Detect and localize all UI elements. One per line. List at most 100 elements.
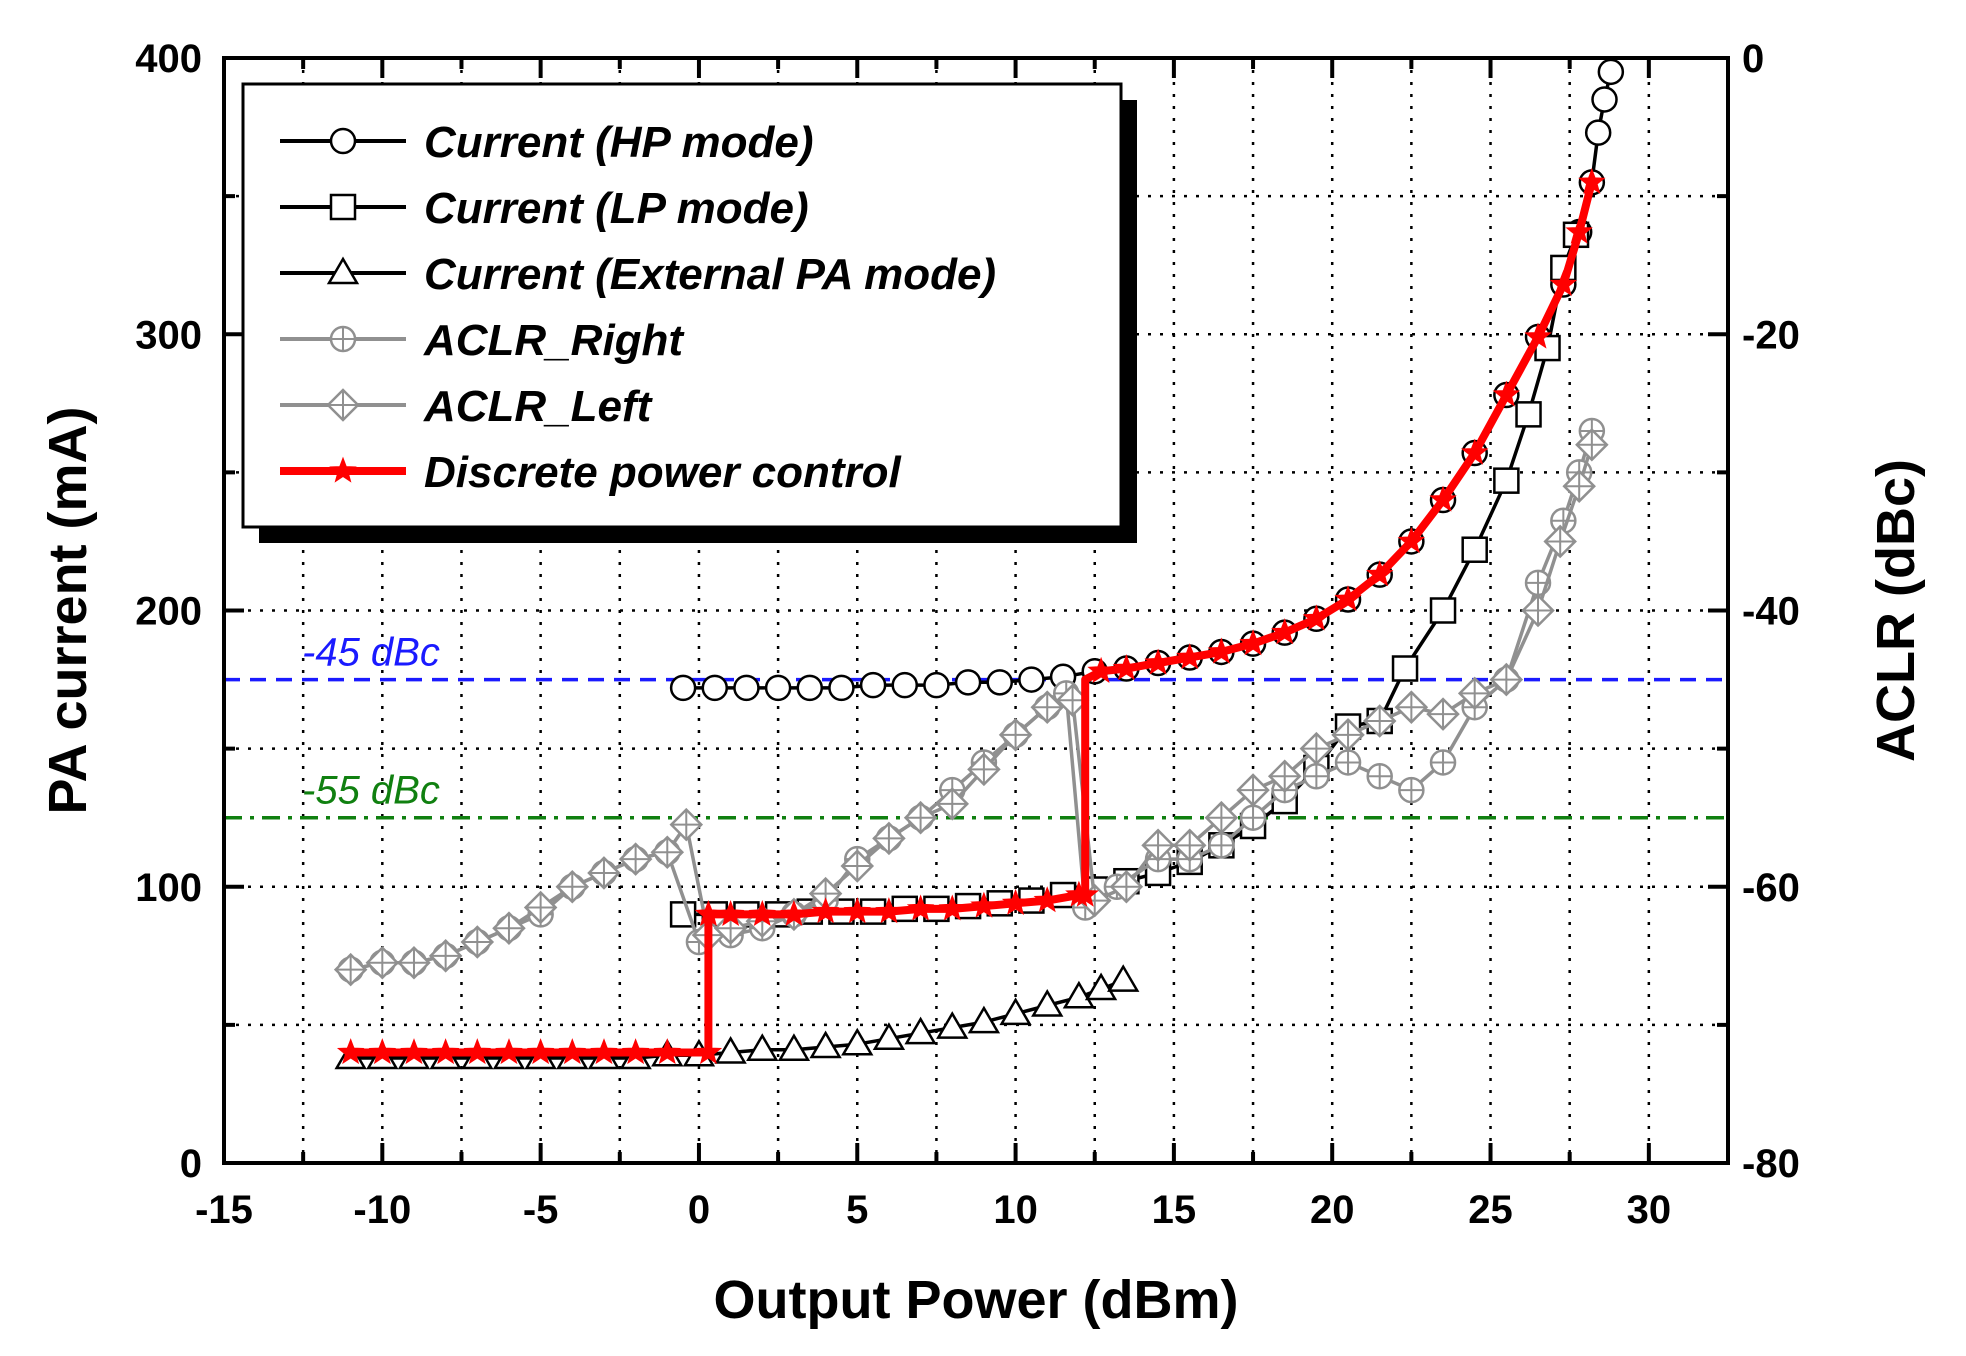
marker-cross <box>1428 699 1459 730</box>
data-point <box>841 1027 874 1056</box>
data-point <box>1565 217 1593 244</box>
legend-item: ACLR_Right <box>280 316 685 365</box>
legend-swatch-marker <box>326 388 360 422</box>
series-aclr-left <box>333 427 1609 987</box>
marker-cross <box>1399 778 1424 803</box>
marker-cross <box>1576 429 1607 460</box>
data-point <box>1362 704 1397 738</box>
marker-cross <box>1491 664 1522 695</box>
data-point <box>746 1033 779 1061</box>
marker-cross <box>1367 764 1392 789</box>
data-point <box>923 671 950 699</box>
right-y-tick-label: -20 <box>1742 313 1800 357</box>
legend-label: Discrete power control <box>424 448 902 497</box>
data-point <box>904 1016 937 1045</box>
data-point <box>891 671 919 699</box>
reference-line-label: -55 dBc <box>302 769 440 813</box>
marker-cross <box>1301 733 1332 764</box>
data-point <box>906 894 935 921</box>
data-point <box>587 856 621 890</box>
data-point <box>1018 666 1045 693</box>
marker-cross <box>1304 764 1329 789</box>
x-tick-label: -5 <box>523 1188 559 1232</box>
data-point <box>1071 880 1099 907</box>
data-point <box>1543 524 1577 559</box>
marker-cross <box>1336 750 1361 775</box>
marker-cross <box>588 857 619 888</box>
data-point <box>1001 888 1030 915</box>
data-point <box>875 897 903 924</box>
series-discrete-power-control <box>336 167 1606 1065</box>
data-point <box>1239 804 1267 831</box>
marker-cross <box>1174 830 1205 861</box>
data-point <box>1302 604 1331 631</box>
x-tick-label: 0 <box>688 1188 710 1232</box>
axes: -15 -10 -5 0 5 10 15 20 25 300100200300400-80-60-… <box>135 37 1800 1232</box>
data-point <box>748 899 776 927</box>
legend: Current (HP mode) Current (LP mode) Curren… <box>241 82 1137 543</box>
data-point <box>1334 749 1362 776</box>
data-point <box>694 1038 723 1065</box>
data-point <box>1492 380 1521 407</box>
legend-item: Current (HP mode) <box>280 118 814 167</box>
data-point <box>986 669 1013 696</box>
data-point <box>935 787 970 821</box>
x-tick-label: 10 <box>993 1188 1038 1232</box>
data-point <box>1493 467 1520 494</box>
data-point <box>463 1038 492 1065</box>
data-point <box>621 1038 650 1065</box>
x-tick-label: -15 <box>195 1188 253 1232</box>
marker-cross <box>1396 692 1427 723</box>
data-point <box>1239 629 1267 656</box>
data-point <box>872 821 906 856</box>
data-point <box>999 997 1032 1026</box>
marker-cross <box>873 823 904 854</box>
data-point <box>716 899 745 927</box>
data-point <box>431 1038 460 1065</box>
data-point <box>669 674 697 702</box>
x-tick-label: 15 <box>1152 1188 1197 1232</box>
data-point <box>618 842 653 876</box>
marker-cross <box>1143 830 1174 861</box>
x-tick-label: 5 <box>846 1188 868 1232</box>
data-point <box>1365 560 1394 587</box>
data-point <box>1515 401 1542 428</box>
data-point <box>1208 832 1235 859</box>
left-y-tick-label: 200 <box>135 590 202 634</box>
legend-item: ACLR_Left <box>280 382 654 431</box>
data-point <box>1109 869 1144 904</box>
data-point <box>333 952 368 987</box>
marker-cross <box>367 947 398 978</box>
data-point <box>713 911 748 945</box>
legend-label: Current (HP mode) <box>424 118 814 167</box>
data-point <box>1391 655 1419 682</box>
marker-cross <box>1206 802 1237 833</box>
data-point <box>1457 676 1492 711</box>
left-y-tick-label: 100 <box>135 866 202 910</box>
series-layer <box>333 58 1625 1070</box>
legend-item: Current (External PA mode) <box>280 250 996 299</box>
left-y-tick-label: 0 <box>180 1142 202 1186</box>
legend-label: Current (External PA mode) <box>424 250 996 299</box>
data-point <box>526 1038 555 1065</box>
data-point <box>1087 656 1115 683</box>
data-point <box>1562 469 1596 503</box>
reference-line-label: -45 dBc <box>302 631 440 675</box>
legend-item: Discrete power control <box>280 448 902 497</box>
x-tick-label: 30 <box>1627 1188 1672 1232</box>
marker-cross <box>1209 833 1234 858</box>
data-point <box>777 1033 811 1061</box>
left-y-tick-label: 400 <box>135 37 202 81</box>
marker-cross <box>671 809 702 840</box>
marker-cross <box>968 754 999 785</box>
legend-swatch-marker <box>326 256 360 285</box>
marker-cross <box>328 390 358 420</box>
x-tick-label: 20 <box>1310 1188 1355 1232</box>
data-point <box>1207 637 1236 664</box>
data-point <box>828 674 855 702</box>
data-point <box>780 899 808 927</box>
legend-swatch-marker <box>329 193 357 221</box>
data-point <box>1429 597 1457 624</box>
legend-label: Current (LP mode) <box>424 184 809 233</box>
